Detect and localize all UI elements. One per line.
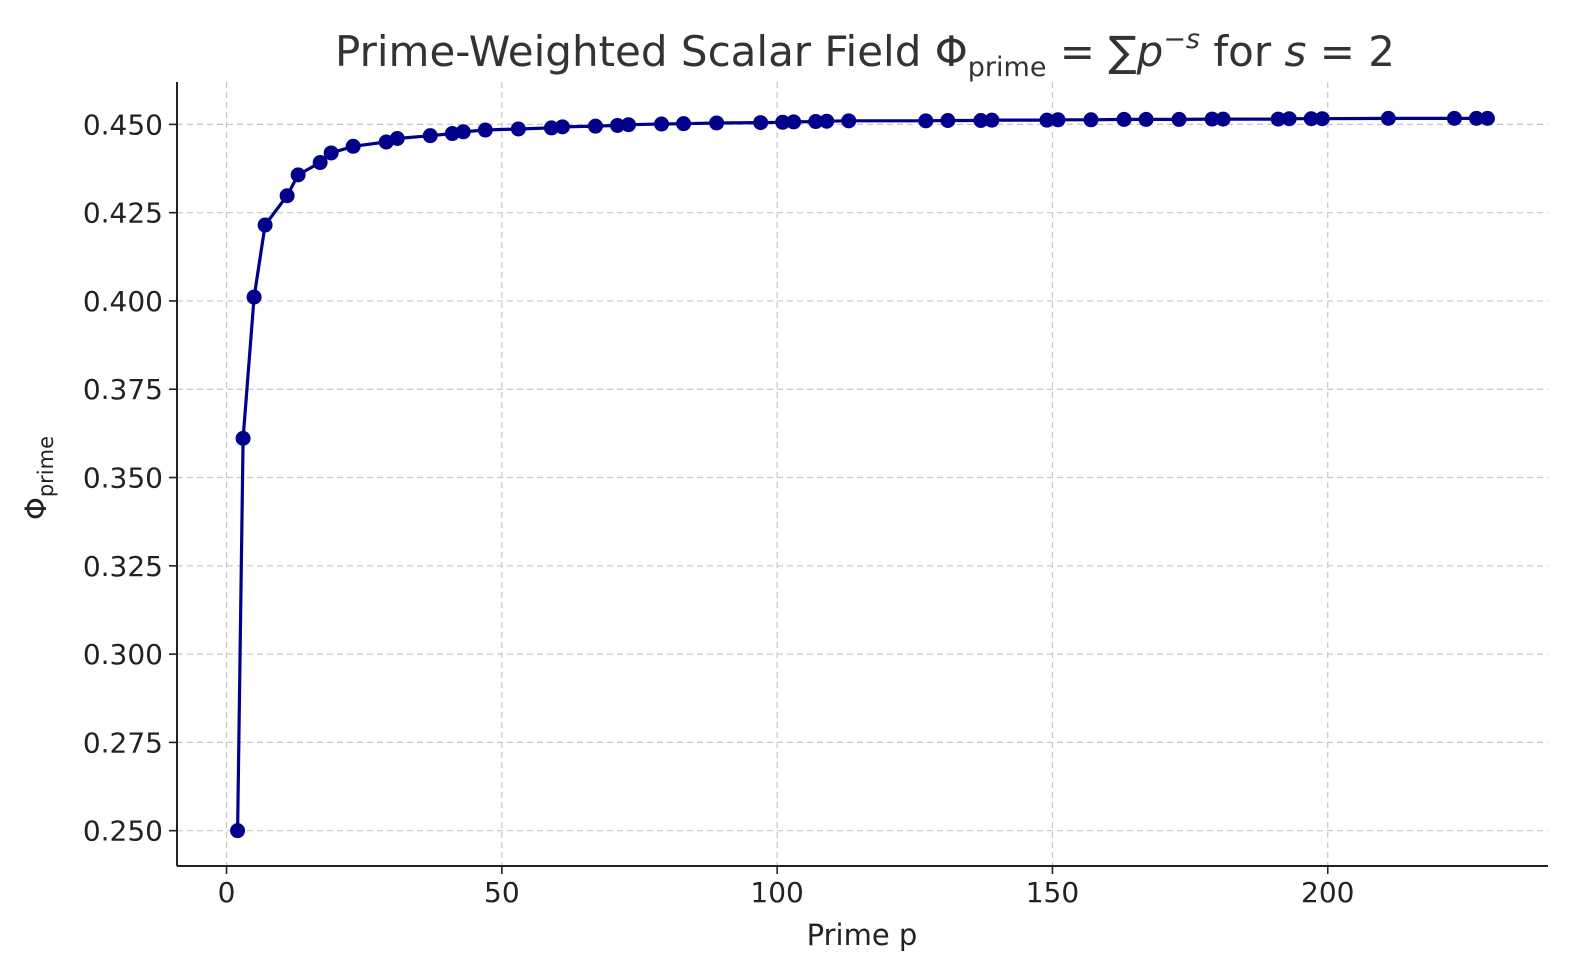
data-point <box>1215 111 1231 127</box>
tick-labels: 0 50 100 150 200 0.250 0.275 0.300 0.325 0.350 0.3… <box>83 108 1355 909</box>
data-point <box>510 121 526 137</box>
data-point <box>323 145 339 161</box>
y-tick-label: 0.350 <box>83 462 163 495</box>
data-point <box>1204 111 1220 127</box>
y-tick-label: 0.300 <box>83 638 163 671</box>
data-point <box>819 113 835 129</box>
y-tick-label: 0.375 <box>83 373 163 406</box>
x-tick-label: 150 <box>1026 876 1079 909</box>
data-point <box>1083 112 1099 128</box>
data-point <box>753 115 769 131</box>
y-tick-label: 0.275 <box>83 726 163 759</box>
data-point <box>312 155 328 171</box>
y-tick-label: 0.450 <box>83 108 163 141</box>
series-line <box>236 116 1488 831</box>
data-point <box>654 116 670 132</box>
data-point <box>422 128 438 144</box>
data-point <box>230 823 246 839</box>
data-point <box>1314 111 1330 127</box>
data-point <box>940 112 956 128</box>
data-point <box>389 131 405 147</box>
data-point <box>1171 111 1187 127</box>
data-point <box>709 115 725 131</box>
x-axis-label: Prime p <box>807 918 918 952</box>
data-point <box>1479 110 1495 126</box>
data-point <box>455 124 471 140</box>
data-point <box>786 114 802 130</box>
data-point <box>1446 110 1462 126</box>
data-point <box>257 217 273 233</box>
data-point <box>676 116 692 132</box>
data-point <box>290 167 306 183</box>
data-point <box>345 138 361 154</box>
data-point <box>279 188 295 204</box>
data-point <box>841 113 857 129</box>
data-point <box>808 114 824 130</box>
y-tick-label: 0.425 <box>83 197 163 230</box>
data-point <box>1050 112 1066 128</box>
y-tick-label: 0.400 <box>83 285 163 318</box>
y-axis-label: Φprime <box>19 436 58 520</box>
y-tick-label: 0.250 <box>83 815 163 848</box>
data-point <box>775 114 791 130</box>
data-point <box>477 122 493 138</box>
data-point <box>543 120 559 136</box>
x-tick-label: 50 <box>484 876 520 909</box>
data-point <box>246 289 262 305</box>
x-tick-label: 100 <box>750 876 803 909</box>
y-tick-label: 0.325 <box>83 550 163 583</box>
data-point <box>587 118 603 134</box>
data-point <box>1039 112 1055 128</box>
data-point <box>1116 111 1132 127</box>
data-point <box>973 112 989 128</box>
data-point <box>918 113 934 129</box>
data-point <box>609 117 625 133</box>
axes <box>169 82 1548 874</box>
data-point <box>1270 111 1286 127</box>
data-point <box>1303 111 1319 127</box>
data-point <box>984 112 1000 128</box>
data-series <box>230 110 1495 839</box>
data-point <box>1138 111 1154 127</box>
data-point <box>554 119 570 135</box>
data-point <box>1281 111 1297 127</box>
data-point <box>620 117 636 133</box>
x-tick-label: 0 <box>218 876 236 909</box>
chart-title: Prime-Weighted Scalar Field Φprime = ∑p−… <box>335 24 1395 83</box>
data-point <box>444 126 460 142</box>
data-point <box>1380 110 1396 126</box>
data-point <box>235 430 251 446</box>
grid <box>177 82 1548 866</box>
x-tick-label: 200 <box>1301 876 1354 909</box>
data-point <box>1468 110 1484 126</box>
